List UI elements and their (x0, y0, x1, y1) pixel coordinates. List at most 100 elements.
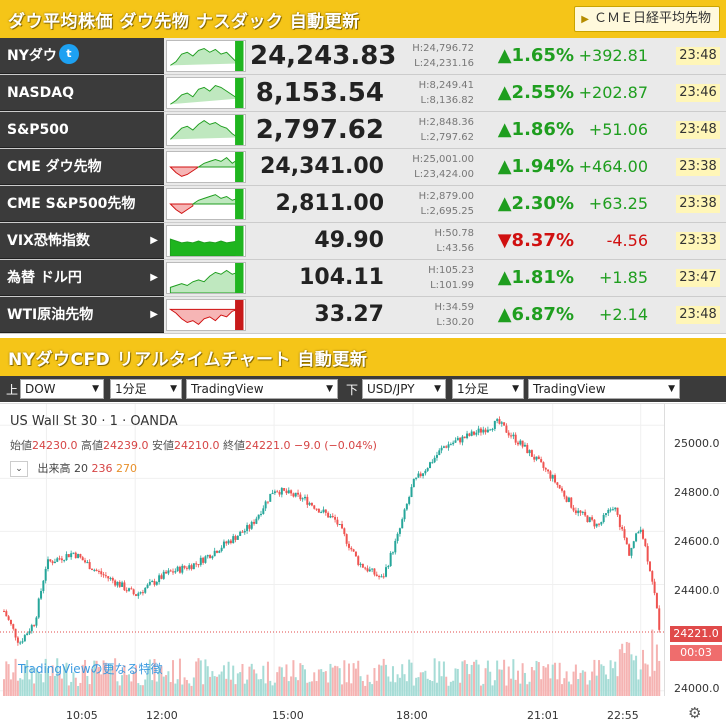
lower-symbol-select[interactable]: USD/JPY ▼ (362, 379, 446, 399)
volume-bar (5, 661, 8, 696)
ticker-price: 2,811.00 (275, 191, 384, 216)
candle (632, 540, 635, 549)
candle (310, 502, 313, 507)
volume-bar (581, 670, 584, 696)
volume-bar (158, 666, 161, 696)
candle (81, 555, 84, 561)
candle (410, 484, 413, 498)
volume-bar (574, 664, 577, 696)
volume-bar (449, 681, 452, 696)
ticker-row[interactable]: CME ダウ先物 24,341.00 H:25,001.00 L:23,424.0… (0, 149, 726, 186)
ticker-name[interactable]: S&P500 (0, 112, 164, 148)
volume-bar (642, 649, 645, 696)
candle (544, 467, 547, 473)
ticker-percent: ▲1.81% (497, 267, 574, 288)
volume-bar (607, 679, 610, 696)
sparkline-chart[interactable] (166, 262, 246, 294)
volume-bar (137, 683, 140, 696)
upper-interval-select[interactable]: 1分足 ▼ (110, 379, 182, 399)
sparkline-chart[interactable] (166, 151, 246, 183)
volume-bar (51, 665, 54, 696)
candle (510, 432, 513, 439)
price-axis[interactable] (664, 404, 726, 696)
volume-bar (49, 675, 52, 696)
volume-bar (243, 683, 246, 696)
sparkline-chart[interactable] (166, 114, 246, 146)
ticker-row[interactable]: WTI原油先物 ▶ 33.27 H:34.59 L:30.20 ▲6.87% +2.… (0, 297, 726, 334)
chart-header-title: NYダウCFD リアルタイムチャート 自動更新 (8, 350, 368, 370)
ticker-name[interactable]: CME ダウ先物 (0, 149, 164, 185)
sparkline-chart[interactable] (166, 40, 246, 72)
volume-bar (303, 669, 306, 696)
ticker-time: 23:47 (676, 269, 720, 287)
candle (246, 522, 249, 534)
volume-bar (297, 680, 300, 696)
lower-interval-select[interactable]: 1分足 ▼ (452, 379, 524, 399)
sparkline-chart[interactable] (166, 77, 246, 109)
cme-nikkei-button[interactable]: ▶ ＣＭＥ日経平均先物 (574, 6, 720, 32)
volume-bar (141, 685, 144, 696)
ticker-name[interactable]: WTI原油先物 ▶ (0, 297, 164, 333)
sparkline-chart[interactable] (166, 299, 246, 331)
candle (658, 605, 661, 633)
volume-bar (19, 678, 22, 696)
candle (292, 492, 295, 498)
volume-bar (172, 660, 175, 696)
volume-bar (14, 658, 17, 696)
volume-bar (79, 682, 82, 696)
caret-down-icon: ▼ (92, 384, 99, 394)
ticker-row[interactable]: S&P500 2,797.62 H:2,848.36 L:2,797.62 ▲1.… (0, 112, 726, 149)
volume-bar (90, 669, 93, 696)
chart-symbol-title: US Wall St 30 · 1 · OANDA (10, 414, 178, 429)
candle (412, 478, 415, 488)
ticker-name[interactable]: NYダウ t (0, 38, 164, 74)
collapse-icon[interactable]: ⌄ (10, 461, 28, 477)
ticker-price: 24,243.83 (250, 41, 397, 71)
candle (646, 543, 649, 565)
ticker-row[interactable]: NASDAQ 8,153.54 H:8,249.41 L:8,136.82 ▲2.… (0, 75, 726, 112)
ticker-row[interactable]: CME S&P500先物 2,811.00 H:2,879.00 L:2,695.… (0, 186, 726, 223)
volume-bar (229, 679, 232, 696)
chart-header-bar: NYダウCFD リアルタイムチャート 自動更新 (0, 338, 726, 377)
ticker-time: 23:48 (676, 121, 720, 139)
volume-bar (197, 658, 200, 696)
chevron-right-icon[interactable]: ▶ (150, 309, 158, 320)
ticker-row[interactable]: 為替 ドル円 ▶ 104.11 H:105.23 L:101.99 ▲1.81% +… (0, 260, 726, 297)
volume-bar (248, 666, 251, 696)
candle (354, 551, 357, 557)
sparkline-chart[interactable] (166, 188, 246, 220)
ticker-row[interactable]: NYダウ t 24,243.83 H:24,796.72 L:24,231.16 ▲… (0, 38, 726, 75)
volume-bar (74, 677, 77, 696)
ticker-change: +464.00 (578, 157, 648, 176)
ticker-name[interactable]: CME S&P500先物 (0, 186, 164, 222)
chevron-right-icon[interactable]: ▶ (150, 235, 158, 246)
ticker-high-low: H:50.78 L:43.56 (434, 228, 474, 254)
twitter-icon[interactable]: t (58, 44, 79, 64)
upper-symbol-select[interactable]: DOW ▼ (20, 379, 104, 399)
candle (253, 519, 256, 526)
candle (512, 432, 515, 440)
volume-bar (398, 677, 401, 696)
tradingview-chart[interactable]: US Wall St 30 · 1 · OANDA 始値24230.0 高値24… (0, 403, 726, 723)
tradingview-promo-link[interactable]: TradingViewの更なる特徴 (18, 662, 163, 676)
volume-bar (523, 672, 526, 696)
candle (389, 551, 392, 567)
gear-icon[interactable]: ⚙ (688, 704, 702, 722)
volume-bar (211, 671, 214, 696)
sparkline-chart[interactable] (166, 225, 246, 257)
upper-source-select[interactable]: TradingView ▼ (186, 379, 338, 399)
candle (162, 569, 165, 580)
candlestick-plot[interactable] (0, 404, 726, 723)
ticker-name[interactable]: VIX恐怖指数 ▶ (0, 223, 164, 259)
candle (498, 416, 501, 425)
candle (5, 609, 8, 617)
ticker-name[interactable]: NASDAQ (0, 75, 164, 111)
volume-bar (435, 682, 438, 696)
candle (380, 574, 383, 578)
lower-source-select[interactable]: TradingView ▼ (528, 379, 680, 399)
ticker-row[interactable]: VIX恐怖指数 ▶ 49.90 H:50.78 L:43.56 ▼8.37% -4.… (0, 223, 726, 260)
chevron-right-icon[interactable]: ▶ (150, 272, 158, 283)
ticker-name[interactable]: 為替 ドル円 ▶ (0, 260, 164, 296)
candle (438, 448, 441, 456)
candle (232, 533, 235, 544)
